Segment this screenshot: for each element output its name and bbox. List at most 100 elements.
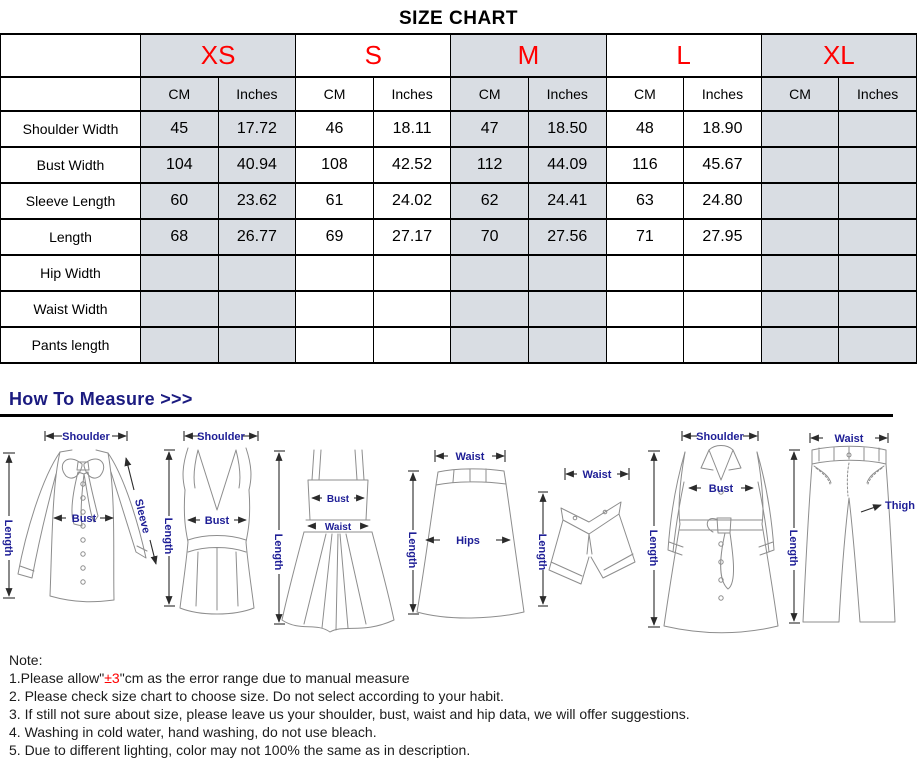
length-label: Length [406,532,418,569]
bust-label: Bust [205,515,230,527]
value-shoulder-width-xs-inches: 17.72 [217,110,297,148]
unit-header-cm-l: CM [605,76,685,112]
value-bust-width-s-cm: 108 [295,146,374,184]
waist-label: Waist [834,433,863,445]
skirt-figure: Waist Hips Length [406,450,525,619]
unit-header-inches-l: Inches [683,76,762,112]
value-length-s-inches: 27.17 [372,218,452,256]
measure-divider [0,414,893,417]
size-header-xs: XS [139,33,297,78]
unit-header-row: CM Inches CM Inches CM Inches CM Inches CM Inches [0,76,917,112]
value-waist-width-l-cm [605,290,685,328]
value-sleeve-length-xs-cm: 60 [140,182,219,220]
value-hip-width-xs-cm [140,254,219,292]
length-label: Length [162,518,174,555]
note-1-pre: 1.Please allow" [9,670,105,686]
blouse-figure: Shoulder Length Bust Sleeve [2,431,158,603]
note-item-3: 3. If still not sure about size, please … [9,706,690,722]
shoulder-label: Shoulder [62,431,110,443]
bust-label: Bust [72,513,97,525]
page-title: SIZE CHART [399,8,518,29]
table-row-hip-width: Hip Width [0,254,917,292]
unit-header-cm-m: CM [450,76,529,112]
length-label: Length [2,520,14,557]
value-waist-width-s-inches [372,290,452,328]
note-1-post: "cm as the error range due to manual mea… [119,670,410,686]
how-to-measure-heading: How To Measure >>> [9,389,193,409]
value-waist-width-m-cm [450,290,529,328]
shorts-figure: Waist Length [536,468,636,607]
value-sleeve-length-xl-inches [838,182,917,220]
note-item-2: 2. Please check size chart to choose siz… [9,688,504,704]
value-waist-width-xl-cm [760,290,840,328]
value-shoulder-width-l-inches: 18.90 [683,110,762,148]
length-label: Length [787,530,799,567]
notes-list: 2. Please check size chart to choose siz… [9,687,917,759]
value-sleeve-length-xl-cm [760,182,840,220]
value-hip-width-xl-cm [760,254,840,292]
thigh-label: Thigh [885,500,915,512]
length-label: Length [272,534,284,571]
value-shoulder-width-xl-cm [760,110,840,148]
value-hip-width-m-cm [450,254,529,292]
size-header-s: S [295,33,452,78]
value-length-l-cm: 71 [605,218,685,256]
unit-header-cm-xl: CM [760,76,840,112]
value-bust-width-s-inches: 42.52 [372,146,452,184]
value-hip-width-s-cm [295,254,374,292]
waist-label: Waist [456,451,485,463]
value-sleeve-length-s-inches: 24.02 [372,182,452,220]
length-label: Length [647,530,659,567]
unit-header-inches-m: Inches [527,76,607,112]
value-hip-width-l-inches [683,254,762,292]
note-1-highlight: ±3 [104,670,120,686]
row-label-bust-width: Bust Width [0,146,141,184]
value-shoulder-width-m-cm: 47 [450,110,529,148]
size-header-row: XS S M L XL [0,33,917,78]
table-row-length: Length 68 26.77 69 27.17 70 27.56 71 27.95 [0,218,917,256]
value-sleeve-length-l-cm: 63 [605,182,685,220]
value-length-l-inches: 27.95 [683,218,762,256]
value-shoulder-width-xl-inches [838,110,917,148]
vest-figure: Shoulder Length Bust [162,431,259,615]
row-label-length: Length [0,218,141,256]
value-pants-length-m-inches [527,326,607,364]
value-waist-width-m-inches [527,290,607,328]
value-length-s-cm: 69 [295,218,374,256]
value-pants-length-xs-inches [217,326,297,364]
note-item-4: 4. Washing in cold water, hand washing, … [9,724,377,740]
garment-figures: Shoulder Length Bust Sleeve Shoulder [0,426,917,642]
value-hip-width-m-inches [527,254,607,292]
notes-section: Note: 1.Please allow"±3"cm as the error … [9,651,917,759]
value-length-xs-cm: 68 [140,218,219,256]
value-shoulder-width-m-inches: 18.50 [527,110,607,148]
unit-header-cm-xs: CM [140,76,219,112]
table-row-bust-width: Bust Width 104 40.94 108 42.52 112 44.09 116 45.… [0,146,917,184]
size-header-xl: XL [760,33,917,78]
table-row-waist-width: Waist Width [0,290,917,328]
table-row-shoulder-width: Shoulder Width 45 17.72 46 18.11 47 18.50 48 18.… [0,110,917,148]
value-sleeve-length-m-inches: 24.41 [527,182,607,220]
value-pants-length-s-cm [295,326,374,364]
value-waist-width-xs-inches [217,290,297,328]
unit-header-inches-s: Inches [372,76,452,112]
row-label-shoulder-width: Shoulder Width [0,110,141,148]
value-length-xl-inches [838,218,917,256]
value-sleeve-length-l-inches: 24.80 [683,182,762,220]
value-pants-length-l-inches [683,326,762,364]
bust-label: Bust [327,494,350,505]
row-label-hip-width: Hip Width [0,254,141,292]
bust-label: Bust [709,483,734,495]
unit-header-inches-xs: Inches [217,76,297,112]
value-pants-length-xl-cm [760,326,840,364]
corner-cell-top [0,33,141,78]
corner-cell-units [0,76,141,112]
value-bust-width-xl-inches [838,146,917,184]
length-label: Length [536,534,548,571]
value-pants-length-xl-inches [838,326,917,364]
row-label-sleeve-length: Sleeve Length [0,182,141,220]
size-header-m: M [450,33,607,78]
shoulder-label: Shoulder [197,431,245,443]
size-chart-body: Shoulder Width 45 17.72 46 18.11 47 18.50 48 18.… [0,110,917,364]
value-shoulder-width-s-inches: 18.11 [372,110,452,148]
